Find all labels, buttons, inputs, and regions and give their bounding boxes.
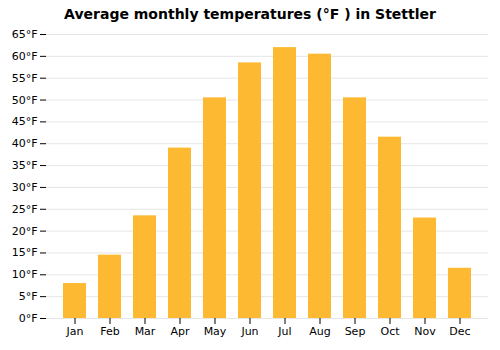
svg-text:Nov: Nov	[414, 325, 436, 338]
svg-text:55°F: 55°F	[12, 72, 38, 85]
svg-text:Jun: Jun	[240, 325, 258, 338]
svg-text:45°F: 45°F	[12, 115, 38, 128]
svg-text:30°F: 30°F	[12, 181, 38, 194]
svg-text:Oct: Oct	[380, 325, 400, 338]
svg-text:20°F: 20°F	[12, 225, 38, 238]
html-text:Average monthly temperatures (: Average monthly temperatures (°F ) in St…	[64, 6, 436, 22]
svg-text:May: May	[204, 325, 227, 338]
svg-text:Sep: Sep	[345, 325, 366, 338]
svg-text:Aug: Aug	[309, 325, 330, 338]
svg-text:Mar: Mar	[135, 325, 156, 338]
svg-text:35°F: 35°F	[12, 159, 38, 172]
svg-text:25°F: 25°F	[12, 203, 38, 216]
svg-text:40°F: 40°F	[12, 137, 38, 150]
svg-text:Apr: Apr	[170, 325, 190, 338]
svg-text:65°F: 65°F	[12, 28, 38, 41]
svg-text:5°F: 5°F	[19, 290, 38, 303]
svg-text:15°F: 15°F	[12, 246, 38, 259]
svg-text:Jul: Jul	[277, 325, 291, 338]
svg-text:60°F: 60°F	[12, 50, 38, 63]
svg-text:10°F: 10°F	[12, 268, 38, 281]
svg-text:0°F: 0°F	[19, 312, 38, 325]
svg-text:Feb: Feb	[100, 325, 119, 338]
svg-text:Jan: Jan	[66, 325, 84, 338]
svg-text:50°F: 50°F	[12, 94, 38, 107]
svg-text:Dec: Dec	[449, 325, 470, 338]
